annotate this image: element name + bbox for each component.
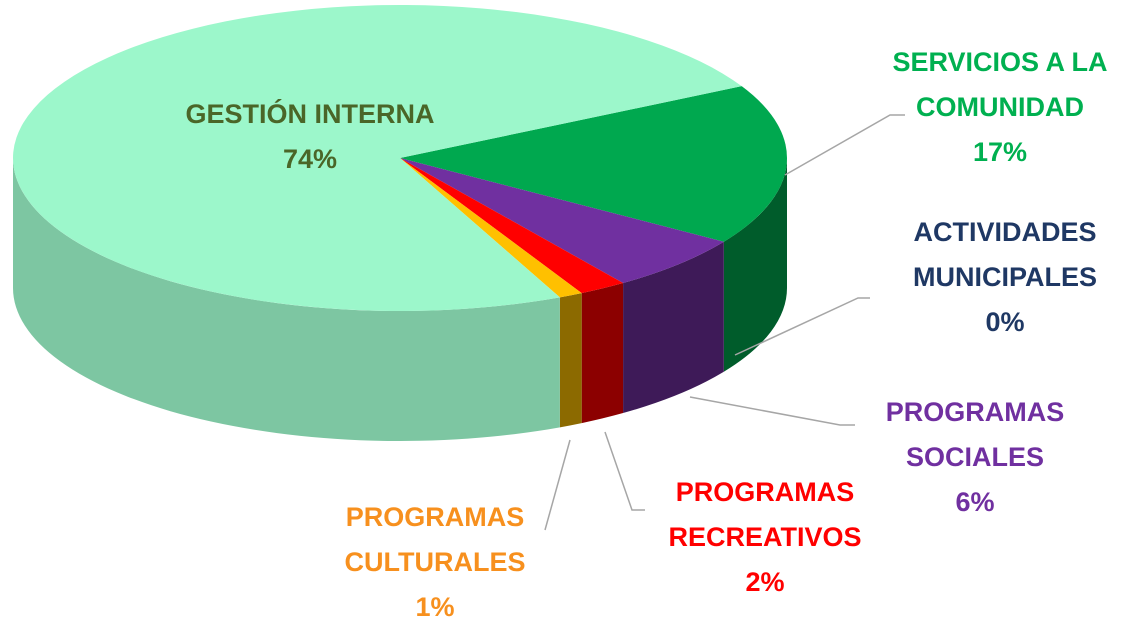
value-label: 74% [282, 144, 338, 174]
leader-line [689, 396, 855, 426]
slice [13, 5, 742, 312]
leader-line [734, 297, 870, 356]
value-label: 2% [745, 567, 785, 597]
category-name: PROGRAMAS CULTURALES [344, 502, 526, 577]
value-label: 17% [972, 137, 1028, 167]
slice-label: PROGRAMAS SOCIALES 6% [860, 390, 1090, 525]
slice [400, 86, 787, 242]
slice [400, 158, 624, 294]
slice-side [13, 158, 560, 441]
category-name: ACTIVIDADES MUNICIPALES [912, 217, 1097, 292]
category-name: PROGRAMAS RECREATIVOS [668, 477, 862, 552]
slice-label: SERVICIOS A LA COMUNIDAD 17% [870, 40, 1130, 175]
slice [400, 158, 582, 298]
slice-label: ACTIVIDADES MUNICIPALES 0% [885, 210, 1125, 345]
value-label: 1% [415, 592, 455, 622]
value-label: 6% [955, 487, 995, 517]
leader-line [544, 439, 571, 531]
slice-label: PROGRAMAS CULTURALES 1% [320, 495, 550, 625]
value-label: 0% [985, 307, 1025, 337]
category-name: GESTIÓN INTERNA [185, 99, 435, 129]
slice-side [559, 293, 582, 428]
slice-side [623, 241, 724, 414]
slice [400, 158, 724, 284]
category-name: SERVICIOS A LA COMUNIDAD [892, 47, 1108, 122]
category-name: PROGRAMAS SOCIALES [885, 397, 1065, 472]
slice-label: PROGRAMAS RECREATIVOS 2% [645, 470, 885, 605]
slice-side [723, 158, 787, 372]
leader-line [604, 431, 645, 511]
slice-side [581, 283, 624, 424]
leader-line [784, 114, 905, 176]
slice-label: GESTIÓN INTERNA 74% [110, 92, 510, 182]
